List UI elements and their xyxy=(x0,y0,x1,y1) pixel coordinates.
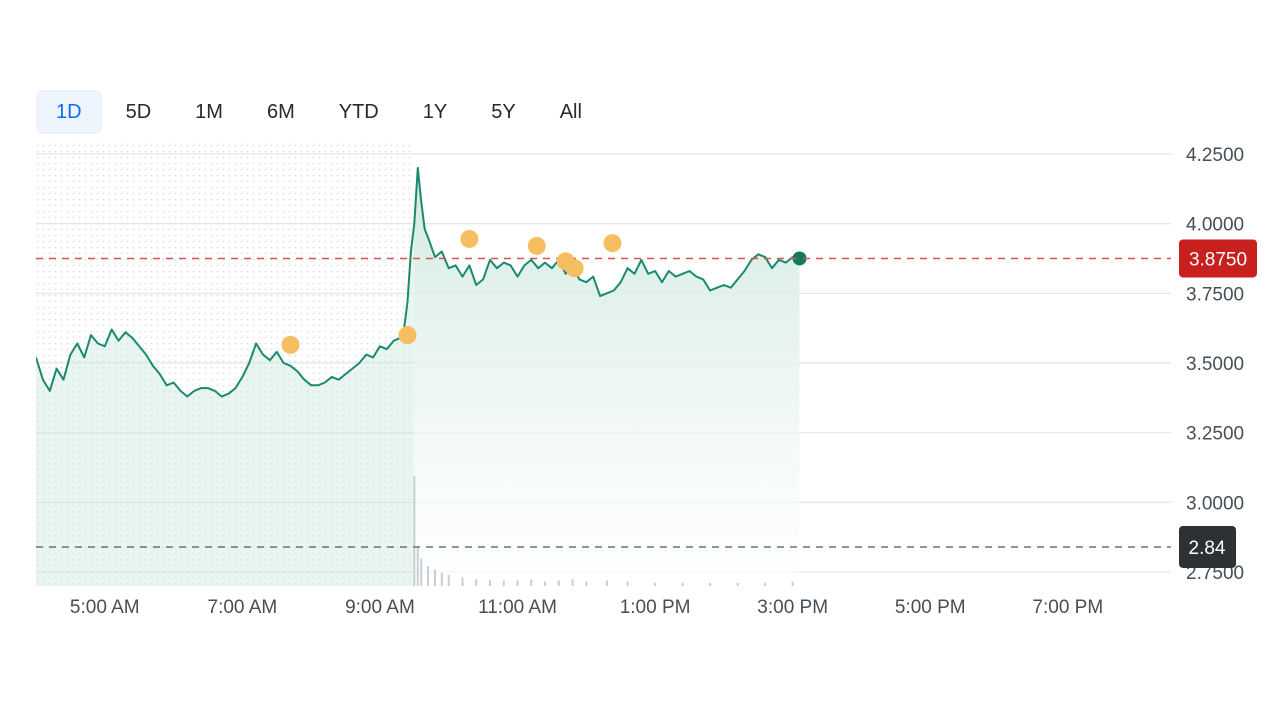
x-tick-label: 7:00 AM xyxy=(208,597,278,618)
current-price-label: 3.8750 xyxy=(1189,249,1247,270)
event-marker xyxy=(566,259,584,277)
previous-close-label: 2.84 xyxy=(1189,538,1226,559)
volume-bar xyxy=(434,570,436,587)
volume-bar xyxy=(654,583,656,586)
y-tick-label: 4.2500 xyxy=(1186,145,1244,166)
volume-bar xyxy=(448,575,450,586)
x-tick-label: 5:00 PM xyxy=(895,597,966,618)
volume-bar xyxy=(558,581,560,587)
volume-bar xyxy=(627,582,629,586)
volume-bar xyxy=(737,583,739,586)
volume-bar xyxy=(427,566,429,586)
volume-bar xyxy=(544,582,546,586)
volume-bar xyxy=(420,559,422,587)
x-tick-label: 11:00 AM xyxy=(478,597,557,618)
volume-bar xyxy=(417,548,419,587)
x-tick-label: 5:00 AM xyxy=(70,597,140,618)
x-tick-label: 7:00 PM xyxy=(1032,597,1103,618)
x-tick-label: 1:00 PM xyxy=(620,597,691,618)
y-tick-label: 3.5000 xyxy=(1186,354,1244,375)
x-axis-ticks: 5:00 AM 7:00 AM 9:00 AM 11:00 AM 1:00 PM 3:00… xyxy=(70,597,1103,618)
volume-bar xyxy=(413,476,415,586)
event-marker xyxy=(460,230,478,248)
volume-bar xyxy=(709,583,711,586)
y-tick-label: 3.7500 xyxy=(1186,284,1244,305)
y-tick-label: 3.2500 xyxy=(1186,424,1244,445)
y-tick-label: 4.0000 xyxy=(1186,215,1244,236)
volume-bar xyxy=(585,582,587,586)
event-marker xyxy=(398,326,416,344)
y-tick-label: 3.0000 xyxy=(1186,493,1244,514)
volume-bar xyxy=(475,579,477,586)
volume-bar xyxy=(792,582,794,586)
event-marker xyxy=(603,234,621,252)
volume-bar xyxy=(606,581,608,587)
volume-bar xyxy=(461,577,463,586)
x-tick-label: 3:00 PM xyxy=(757,597,828,618)
volume-bar xyxy=(764,583,766,586)
volume-bar xyxy=(517,581,519,587)
y-axis-ticks: 2.75003.00003.25003.50003.75004.00004.25… xyxy=(1186,145,1244,584)
event-marker xyxy=(282,336,300,354)
volume-bar xyxy=(682,583,684,586)
x-tick-label: 9:00 AM xyxy=(345,597,415,618)
volume-bar xyxy=(489,581,491,587)
volume-bar xyxy=(441,573,443,586)
volume-bar xyxy=(572,579,574,586)
volume-bar xyxy=(503,581,505,587)
volume-bar xyxy=(530,579,532,586)
event-marker xyxy=(528,237,546,255)
